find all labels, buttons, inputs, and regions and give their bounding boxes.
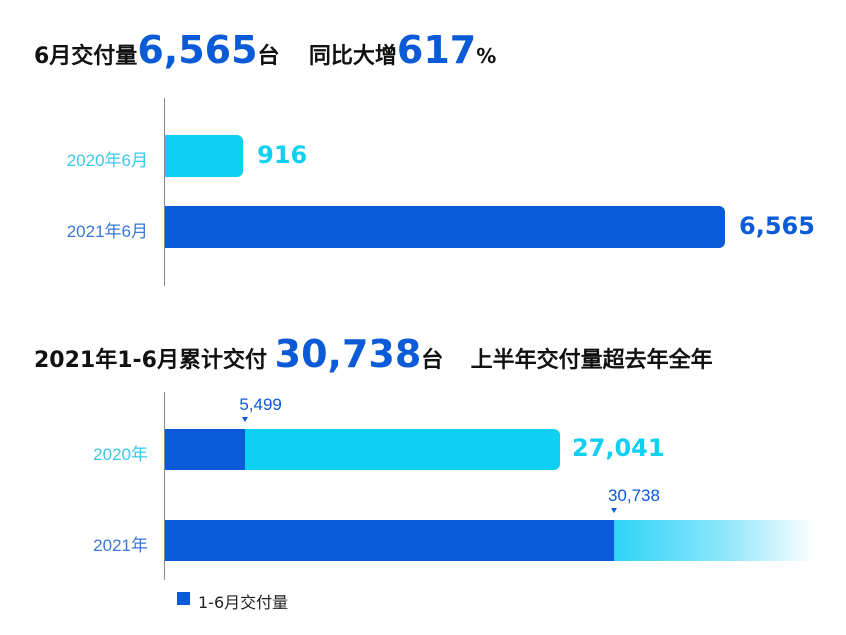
category-label: 2021年 (93, 536, 148, 555)
h1-marker (242, 417, 249, 422)
total-value-label: 27,041 (571, 434, 665, 462)
bar (165, 206, 725, 248)
category-label: 2020年6月 (66, 151, 148, 170)
headline-halfyear-number: 30,738 (274, 332, 422, 376)
headline-monthly-middle: 同比大增 (308, 44, 397, 69)
headline-halfyear-suffix: 上半年交付量超去年全年 (470, 348, 713, 373)
headline-monthly: 6月交付量6,565台 同比大增617% (34, 28, 496, 72)
category-label: 2020年 (93, 445, 148, 464)
headline-halfyear-prefix: 2021年1-6月累计交付 (34, 348, 267, 373)
h1-value-label: 5,499 (239, 395, 282, 414)
value-label: 6,565 (739, 212, 815, 240)
headline-growth-percent: % (476, 44, 497, 68)
category-label: 2021年6月 (66, 222, 148, 241)
legend-label: 1-6月交付量 (198, 593, 289, 612)
chart1-axis (164, 98, 165, 286)
headline-halfyear: 2021年1-6月累计交付 30,738台 上半年交付量超去年全年 (34, 332, 713, 376)
h1-marker (610, 508, 617, 513)
headline-halfyear-unit: 台 (421, 348, 444, 373)
bar-h2-gradient (613, 520, 815, 561)
bar-h1 (165, 520, 614, 561)
value-label: 916 (257, 141, 308, 169)
bar (165, 135, 244, 177)
h1-value-label: 30,738 (607, 486, 660, 505)
headline-monthly-unit: 台 (257, 44, 280, 69)
legend-swatch (177, 592, 190, 605)
headline-monthly-prefix: 6月交付量 (34, 44, 138, 69)
headline-growth-number: 617 (396, 28, 477, 72)
bar-h2 (245, 429, 560, 470)
chart2-axis (164, 392, 165, 580)
bar-h1 (165, 429, 246, 470)
headline-monthly-number: 6,565 (137, 28, 258, 72)
